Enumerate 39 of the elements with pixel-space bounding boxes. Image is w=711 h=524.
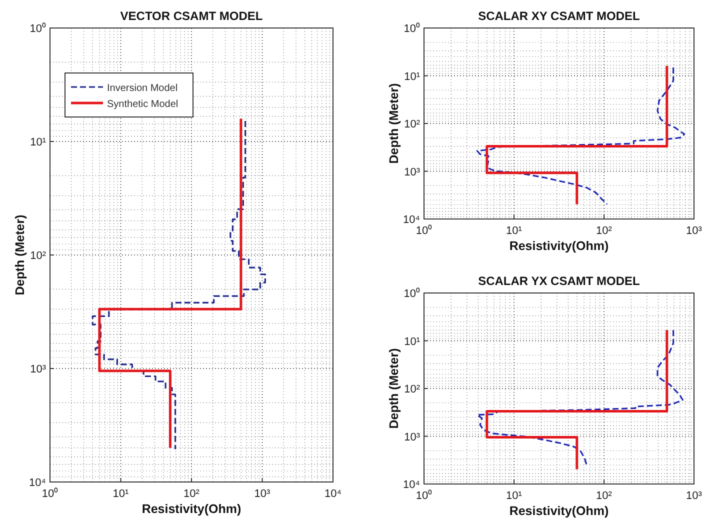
y-tick-label: 10⁰ — [404, 287, 420, 300]
legend-label: Synthetic Model — [107, 99, 178, 110]
chart-title: SCALAR XY CSAMT MODEL — [478, 9, 640, 23]
y-tick-label: 10⁴ — [29, 477, 46, 489]
y-tick-label: 10³ — [404, 431, 420, 444]
x-tick-label: 10² — [596, 225, 612, 237]
y-tick-label: 10¹ — [404, 70, 420, 83]
y-axis-title: Depth (Meter) — [13, 214, 27, 296]
y-tick-label: 10² — [30, 250, 46, 262]
x-tick-label: 10¹ — [112, 488, 130, 500]
chart-title: SCALAR YX CSAMT MODEL — [478, 274, 640, 288]
y-tick-label: 10⁰ — [30, 22, 46, 35]
legend-label: Inversion Model — [107, 83, 178, 94]
x-axis-title: Resistivity(Ohm) — [509, 504, 609, 518]
x-tick-label: 10⁴ — [324, 488, 342, 500]
x-tick-label: 10³ — [686, 490, 702, 502]
x-tick-label: 10⁰ — [416, 224, 432, 237]
y-tick-label: 10² — [404, 384, 420, 396]
y-tick-label: 10³ — [30, 364, 46, 376]
y-tick-label: 10¹ — [404, 336, 420, 348]
x-axis-title: Resistivity(Ohm) — [142, 502, 242, 516]
x-tick-label: 10¹ — [506, 490, 522, 502]
x-tick-label: 10² — [184, 488, 200, 500]
y-tick-label: 10⁴ — [403, 214, 420, 226]
x-tick-label: 10³ — [686, 225, 702, 237]
x-axis-title: Resistivity(Ohm) — [509, 239, 609, 253]
x-tick-label: 10³ — [254, 488, 271, 500]
y-axis-title: Depth (Meter) — [387, 348, 401, 429]
y-tick-label: 10⁰ — [404, 22, 420, 35]
x-tick-label: 10⁰ — [416, 489, 432, 502]
y-tick-label: 10² — [404, 118, 420, 130]
chart-title: VECTOR CSAMT MODEL — [120, 9, 263, 23]
y-tick-label: 10³ — [404, 166, 420, 178]
x-tick-label: 10² — [596, 490, 612, 502]
y-tick-label: 10¹ — [30, 136, 46, 148]
x-tick-label: 10⁰ — [42, 487, 58, 500]
x-tick-label: 10¹ — [506, 225, 522, 237]
y-tick-label: 10⁴ — [403, 479, 420, 491]
y-axis-title: Depth (Meter) — [387, 83, 401, 164]
